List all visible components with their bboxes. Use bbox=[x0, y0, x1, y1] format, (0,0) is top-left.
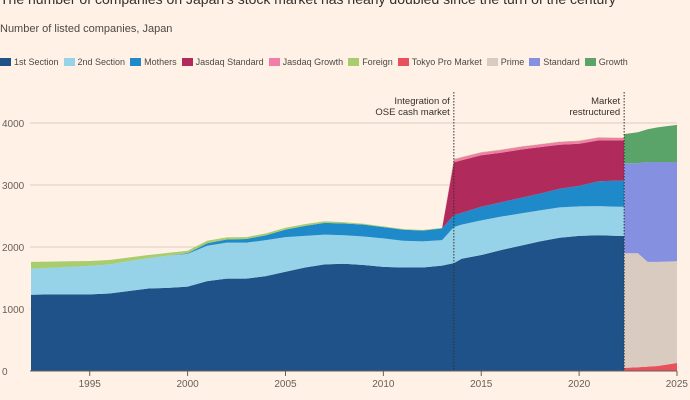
legend-label: Growth bbox=[598, 57, 628, 67]
legend-swatch bbox=[348, 58, 360, 66]
legend-item: Growth bbox=[584, 57, 628, 67]
legend-label: Mothers bbox=[144, 57, 177, 67]
y-tick-label: 2000 bbox=[2, 243, 25, 254]
legend-swatch bbox=[584, 58, 596, 66]
legend-label: Jasdaq Standard bbox=[195, 57, 264, 67]
legend-item: Tokyo Pro Market bbox=[397, 57, 482, 67]
legend-swatch bbox=[0, 58, 11, 66]
area-jasdaq-standard bbox=[31, 140, 677, 368]
legend-swatch bbox=[529, 58, 541, 66]
legend: 1st Section 2nd Section Mothers Jasdaq Stan… bbox=[0, 57, 690, 67]
legend-item: 1st Section bbox=[0, 57, 59, 67]
x-tick-label: 2010 bbox=[372, 379, 395, 390]
annotation-label: Market bbox=[591, 96, 620, 107]
legend-label: Tokyo Pro Market bbox=[411, 57, 482, 67]
x-tick-label: 1995 bbox=[79, 379, 102, 390]
annotation-label: restructured bbox=[569, 107, 620, 118]
y-tick-label: 0 bbox=[2, 367, 8, 378]
legend-label: Jasdaq Growth bbox=[282, 57, 344, 67]
legend-label: Foreign bbox=[362, 57, 393, 67]
legend-item: Jasdaq Growth bbox=[268, 57, 344, 67]
legend-label: 1st Section bbox=[14, 57, 59, 67]
x-tick-label: 2000 bbox=[176, 379, 199, 390]
legend-item: Mothers bbox=[130, 57, 177, 67]
area-mothers bbox=[31, 180, 677, 368]
legend-swatch bbox=[130, 58, 142, 66]
legend-swatch bbox=[63, 58, 75, 66]
x-tick-label: 2020 bbox=[568, 379, 591, 390]
area-2nd-section bbox=[31, 206, 677, 368]
chart-title: The number of companies on Japan's stock… bbox=[0, 0, 690, 8]
x-tick-label: 2015 bbox=[470, 379, 493, 390]
legend-swatch bbox=[268, 58, 280, 66]
annotation-label: OSE cash market bbox=[375, 107, 450, 118]
legend-label: Prime bbox=[500, 57, 525, 67]
legend-label: Standard bbox=[543, 57, 580, 67]
chart-subtitle: Number of listed companies, Japan bbox=[0, 23, 173, 35]
legend-swatch bbox=[181, 58, 193, 66]
area-1st-section bbox=[31, 235, 677, 371]
x-tick-label: 2005 bbox=[274, 379, 297, 390]
legend-item: Standard bbox=[529, 57, 580, 67]
legend-swatch bbox=[486, 58, 498, 66]
y-tick-label: 1000 bbox=[2, 305, 25, 316]
annotation-label: Integration of bbox=[394, 96, 450, 107]
legend-label: 2nd Section bbox=[77, 57, 126, 67]
legend-swatch bbox=[397, 58, 409, 66]
legend-item: Prime bbox=[486, 57, 525, 67]
legend-item: 2nd Section bbox=[63, 57, 126, 67]
legend-item: Jasdaq Standard bbox=[181, 57, 264, 67]
x-tick-label: 2025 bbox=[666, 379, 689, 390]
legend-item: Foreign bbox=[348, 57, 393, 67]
y-tick-label: 3000 bbox=[2, 181, 25, 192]
y-tick-label: 4000 bbox=[2, 119, 25, 130]
